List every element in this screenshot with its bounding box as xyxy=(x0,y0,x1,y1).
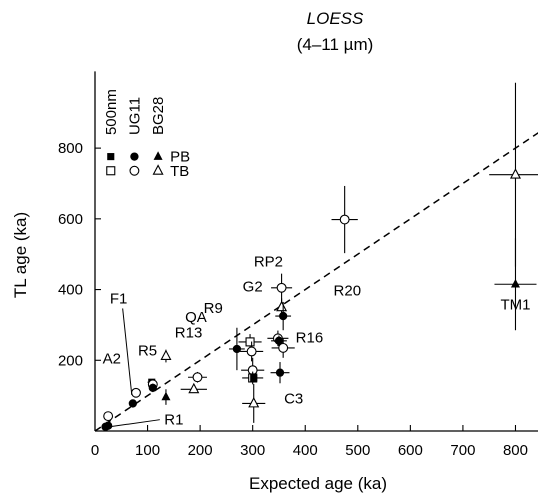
chart-title: LOESS xyxy=(307,9,364,28)
x-tick-label: 200 xyxy=(188,442,213,459)
x-tick-label: 600 xyxy=(398,442,423,459)
legend-row-label: PB xyxy=(170,149,190,166)
data-point xyxy=(510,278,520,288)
legend-filter-label: 500nm xyxy=(103,89,120,135)
point-label: C3 xyxy=(284,390,303,407)
legend-row-label: TB xyxy=(170,163,189,180)
data-point xyxy=(278,342,289,353)
x-tick-label: 800 xyxy=(503,442,528,459)
x-tick-label: 500 xyxy=(345,442,370,459)
data-point xyxy=(131,387,141,398)
data-point xyxy=(128,399,137,408)
x-axis-label: Expected age (ka) xyxy=(249,474,387,493)
point-label: R13 xyxy=(175,325,203,342)
point-label: F1 xyxy=(110,290,128,307)
x-tick-label: 400 xyxy=(293,442,318,459)
chart-subtitle: (4–11 µm) xyxy=(297,35,374,54)
point-label: R16 xyxy=(296,329,324,346)
point-label: TM1 xyxy=(500,296,530,313)
label-leader xyxy=(109,419,160,428)
data-point xyxy=(509,168,521,179)
data-point xyxy=(232,344,242,354)
legend-filter-label: BG28 xyxy=(150,97,167,135)
label-leader xyxy=(122,308,133,395)
data-point xyxy=(148,383,157,393)
data-point xyxy=(276,282,287,293)
point-label: QA xyxy=(185,309,207,326)
point-label: G2 xyxy=(243,279,263,296)
data-point xyxy=(275,368,285,377)
data-point xyxy=(250,374,258,382)
point-label: R9 xyxy=(204,300,223,317)
point-label: R20 xyxy=(334,282,362,299)
legend-filter-label: UG11 xyxy=(126,97,143,135)
legend-marker xyxy=(130,152,139,161)
data-point xyxy=(103,421,113,430)
data-point xyxy=(245,337,255,347)
y-tick-label: 400 xyxy=(58,282,83,299)
x-tick-label: 100 xyxy=(135,442,160,459)
one-to-one-line xyxy=(94,132,538,432)
data-point xyxy=(248,396,260,408)
x-tick-label: 300 xyxy=(240,442,265,459)
legend-marker xyxy=(107,153,115,161)
data-point xyxy=(339,214,350,225)
y-tick-label: 200 xyxy=(58,352,83,369)
data-point xyxy=(279,311,288,321)
legend-marker xyxy=(129,165,140,176)
y-tick-label: 600 xyxy=(58,211,83,228)
point-label: RP2 xyxy=(254,253,283,270)
legend-marker xyxy=(152,164,164,175)
data-point xyxy=(103,411,114,422)
legend-marker xyxy=(106,166,116,176)
x-tick-label: 700 xyxy=(450,442,475,459)
point-label: A2 xyxy=(103,351,121,368)
data-point xyxy=(276,300,288,312)
y-tick-label: 800 xyxy=(58,140,83,157)
legend-marker xyxy=(153,151,163,160)
data-point xyxy=(160,349,172,361)
point-label: R5 xyxy=(138,342,157,359)
data-point xyxy=(188,382,200,394)
data-point xyxy=(192,372,203,383)
plot-area: 0 100 200 300 400 500 600 700 800 200 400 600 800 A2 F… xyxy=(58,71,538,459)
data-point xyxy=(274,336,284,345)
data-point xyxy=(246,346,257,357)
point-label: R1 xyxy=(164,412,183,429)
x-tick-label: 0 xyxy=(91,442,99,459)
data-point xyxy=(161,391,171,401)
y-axis-label: TL age (ka) xyxy=(11,212,30,298)
